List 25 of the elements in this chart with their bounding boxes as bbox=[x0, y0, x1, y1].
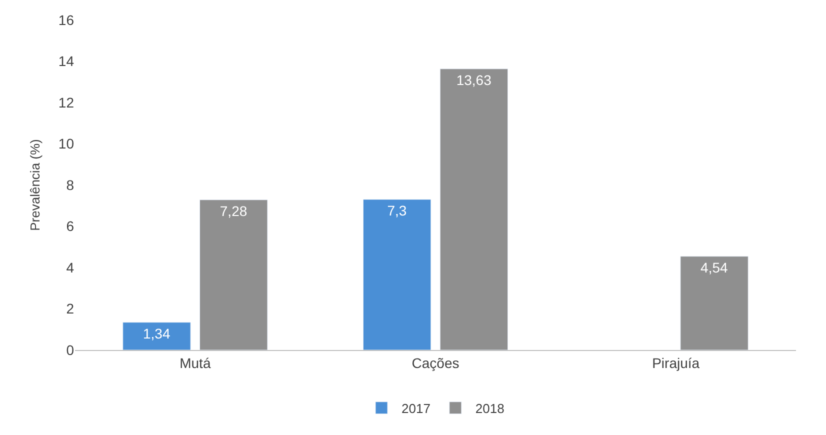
y-tick-label: 12 bbox=[58, 94, 74, 110]
y-tick-label: 16 bbox=[58, 12, 74, 28]
x-tick-label: Mutá bbox=[180, 354, 211, 371]
x-tick-label: Cações bbox=[412, 354, 460, 371]
y-tick-label: 4 bbox=[66, 259, 74, 276]
bar bbox=[122, 322, 191, 350]
y-tick-label: 2 bbox=[66, 300, 74, 317]
bar bbox=[680, 256, 748, 350]
legend-label: 2017 bbox=[402, 400, 430, 416]
y-axis-title: Prevalência (%) bbox=[27, 139, 42, 231]
data-label: 7,3 bbox=[387, 202, 407, 218]
y-tick-label: 6 bbox=[66, 218, 74, 234]
data-label: 7,28 bbox=[220, 202, 248, 219]
data-label: 4,54 bbox=[700, 259, 728, 276]
y-tick-label: 0 bbox=[66, 342, 74, 358]
data-label: 13,63 bbox=[456, 72, 492, 88]
y-tick-label: 14 bbox=[58, 53, 74, 70]
y-tick-label: 8 bbox=[66, 176, 74, 193]
bar bbox=[200, 200, 268, 350]
data-label: 1,34 bbox=[142, 325, 170, 342]
y-tick-label: 10 bbox=[58, 136, 74, 152]
bar bbox=[440, 68, 508, 350]
legend-label: 2018 bbox=[475, 400, 504, 416]
bar bbox=[362, 199, 432, 350]
x-tick-label: Pirajuía bbox=[652, 354, 700, 371]
